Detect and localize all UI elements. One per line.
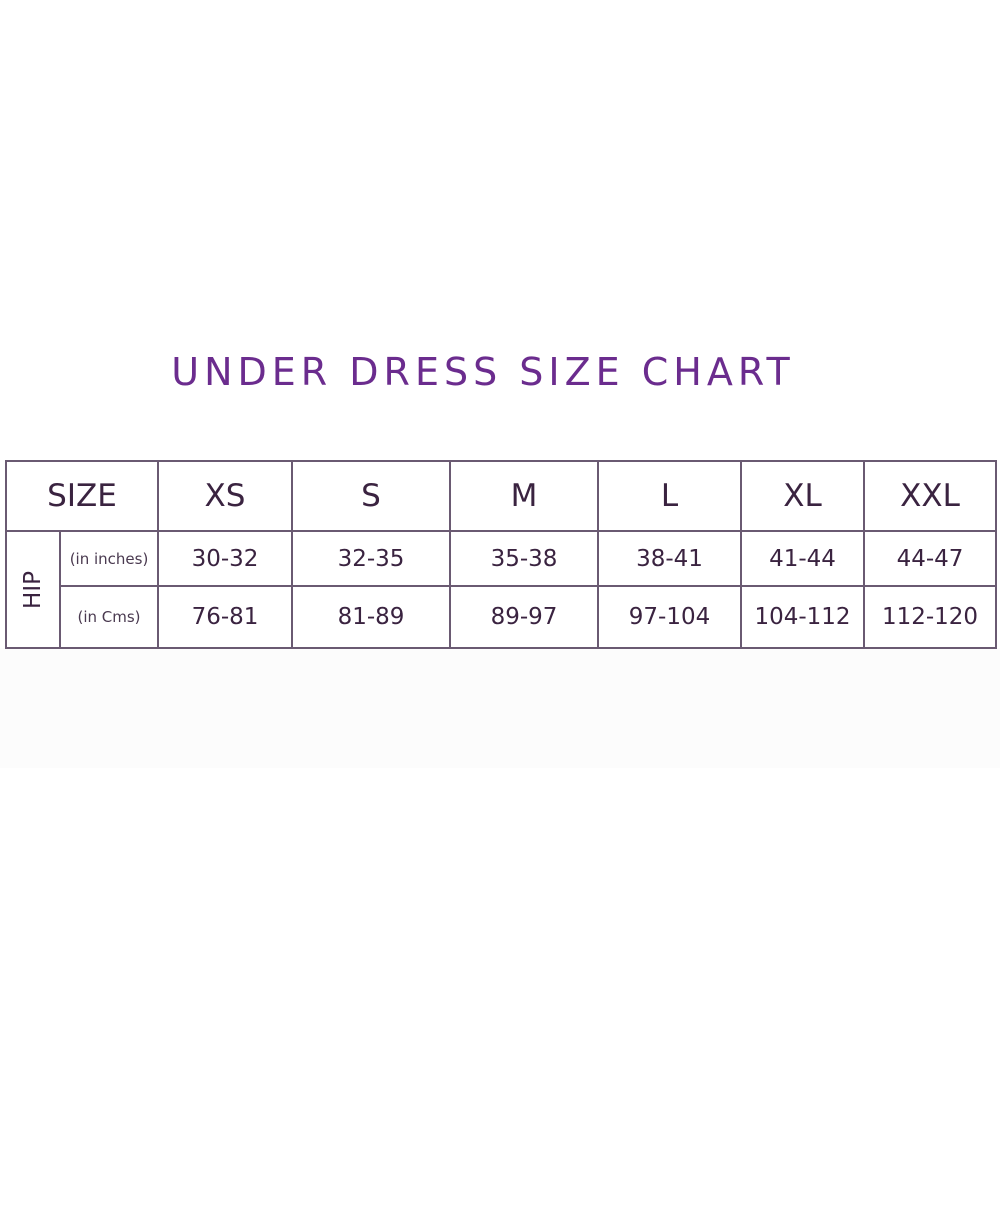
unit-inches: (in inches) xyxy=(59,530,159,587)
header-row: SIZE XS S M L XL XXL xyxy=(5,460,997,532)
size-xs: XS xyxy=(157,460,293,532)
table-cell: 76-81 xyxy=(157,585,293,649)
table-cell: 38-41 xyxy=(597,530,742,587)
size-chart-table: SIZE XS S M L XL XXL HIP (in inches) 30-… xyxy=(5,460,997,649)
table-cell: 32-35 xyxy=(291,530,451,587)
size-l: L xyxy=(597,460,742,532)
table-cell: 89-97 xyxy=(449,585,599,649)
table-row: HIP (in inches) 30-32 32-35 35-38 38-41 … xyxy=(5,530,997,649)
page-title: UNDER DRESS SIZE CHART xyxy=(171,350,795,394)
unit-cms: (in Cms) xyxy=(59,585,159,649)
table-cell: 81-89 xyxy=(291,585,451,649)
table-cell: 97-104 xyxy=(597,585,742,649)
table-cell: 30-32 xyxy=(157,530,293,587)
table-cell: 41-44 xyxy=(740,530,865,587)
table-cell: 44-47 xyxy=(863,530,997,587)
table-cell: 35-38 xyxy=(449,530,599,587)
size-s: S xyxy=(291,460,451,532)
hip-label: HIP xyxy=(5,530,61,649)
background-band xyxy=(0,648,1000,768)
size-xxl: XXL xyxy=(863,460,997,532)
size-m: M xyxy=(449,460,599,532)
hip-label-text: HIP xyxy=(19,570,46,609)
size-xl: XL xyxy=(740,460,865,532)
table-cell: 112-120 xyxy=(863,585,997,649)
size-header: SIZE xyxy=(5,460,159,532)
table-cell: 104-112 xyxy=(740,585,865,649)
table-row: (in Cms) 76-81 81-89 89-97 97-104 104-11… xyxy=(6,585,997,649)
